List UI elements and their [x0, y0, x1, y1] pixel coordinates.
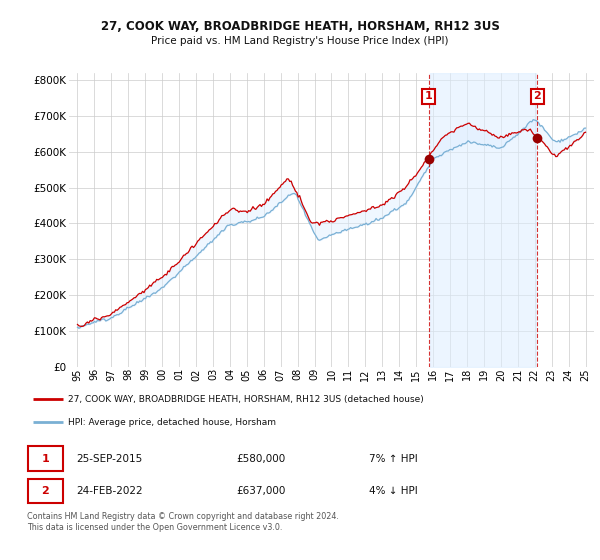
Text: 1: 1: [425, 91, 433, 101]
Text: 24-FEB-2022: 24-FEB-2022: [77, 486, 143, 496]
Text: HPI: Average price, detached house, Horsham: HPI: Average price, detached house, Hors…: [68, 418, 277, 427]
Text: 2: 2: [533, 91, 541, 101]
Text: 4% ↓ HPI: 4% ↓ HPI: [369, 486, 418, 496]
Text: £637,000: £637,000: [237, 486, 286, 496]
Text: Contains HM Land Registry data © Crown copyright and database right 2024.
This d: Contains HM Land Registry data © Crown c…: [27, 512, 339, 532]
Text: 7% ↑ HPI: 7% ↑ HPI: [369, 454, 418, 464]
Text: 1: 1: [41, 454, 49, 464]
Bar: [28, 479, 64, 503]
Bar: [28, 446, 64, 471]
Text: 27, COOK WAY, BROADBRIDGE HEATH, HORSHAM, RH12 3US (detached house): 27, COOK WAY, BROADBRIDGE HEATH, HORSHAM…: [68, 395, 424, 404]
Text: £580,000: £580,000: [237, 454, 286, 464]
Text: 2: 2: [41, 486, 49, 496]
Text: Price paid vs. HM Land Registry's House Price Index (HPI): Price paid vs. HM Land Registry's House …: [151, 36, 449, 46]
Text: 27, COOK WAY, BROADBRIDGE HEATH, HORSHAM, RH12 3US: 27, COOK WAY, BROADBRIDGE HEATH, HORSHAM…: [101, 20, 499, 32]
Text: 25-SEP-2015: 25-SEP-2015: [77, 454, 143, 464]
